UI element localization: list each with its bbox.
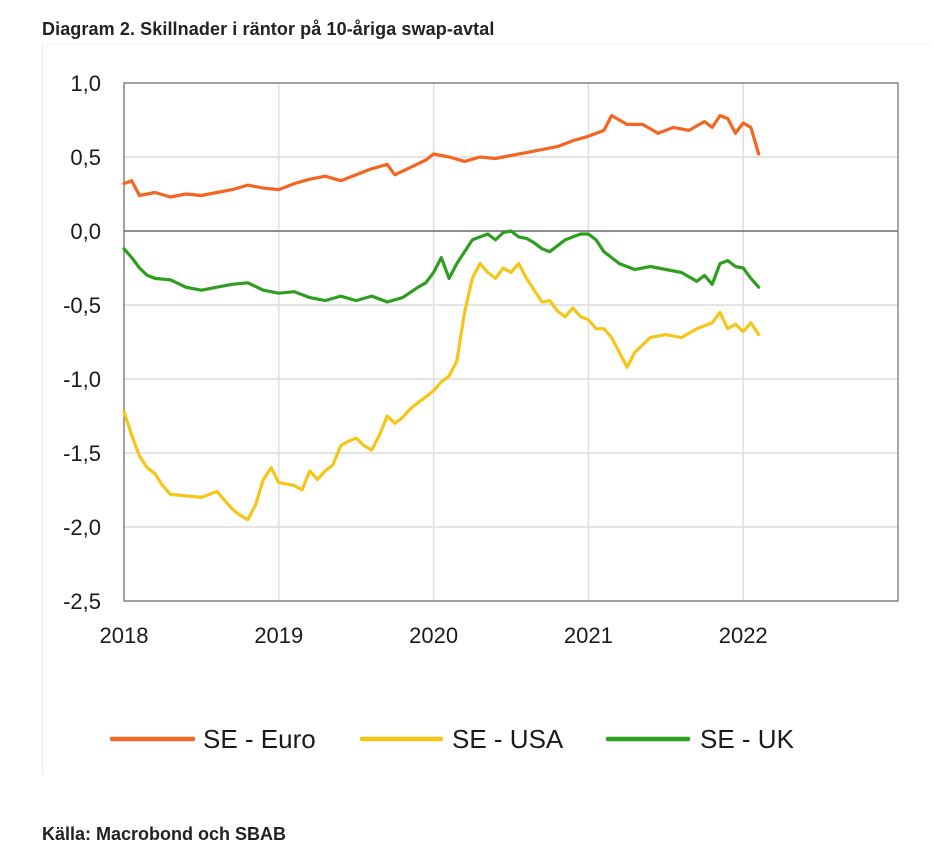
x-tick-label: 2021 (564, 623, 613, 648)
y-tick-label: 0,5 (70, 145, 101, 170)
legend: SE - Euro SE - USA SE - UK (109, 724, 795, 754)
source-note: Källa: Macrobond och SBAB (42, 824, 287, 844)
panel-top-border (42, 44, 930, 45)
x-tick-label: 2020 (409, 623, 458, 648)
plot-frame (123, 82, 899, 602)
y-tick-label: -1,5 (63, 441, 101, 466)
series-layer (122, 113, 761, 522)
y-tick-label: 1,0 (70, 71, 101, 96)
series-line-se-uk (122, 229, 761, 304)
axis-layer: 1,0 0,5 0,0 -0,5 -1,0 -1,5 -2,0 -2,5 2018 2019 202… (63, 71, 899, 648)
chart-title: Diagram 2. Skillnader i räntor på 10-åri… (42, 19, 495, 39)
x-tick-label: 2018 (100, 623, 149, 648)
y-tick-label: -2,5 (63, 589, 101, 614)
y-tick-label: -1,0 (63, 367, 101, 392)
y-tick-label: -2,0 (63, 515, 101, 540)
panel-left-border (42, 44, 43, 774)
line-chart: 1,0 0,5 0,0 -0,5 -1,0 -1,5 -2,0 -2,5 2018 2019 202… (63, 71, 899, 754)
legend-label: SE - USA (452, 724, 564, 754)
legend-item: SE - USA (359, 724, 564, 754)
y-tick-label: 0,0 (70, 219, 101, 244)
legend-label: SE - Euro (203, 724, 316, 754)
y-tick-label: -0,5 (63, 293, 101, 318)
series-line-se-euro (122, 113, 761, 199)
series-line-se-usa (122, 262, 761, 522)
legend-item: SE - Euro (109, 724, 316, 754)
x-tick-label: 2019 (254, 623, 303, 648)
legend-item: SE - UK (605, 724, 795, 754)
grid-layer (123, 82, 898, 602)
legend-label: SE - UK (700, 724, 795, 754)
x-tick-label: 2022 (719, 623, 768, 648)
